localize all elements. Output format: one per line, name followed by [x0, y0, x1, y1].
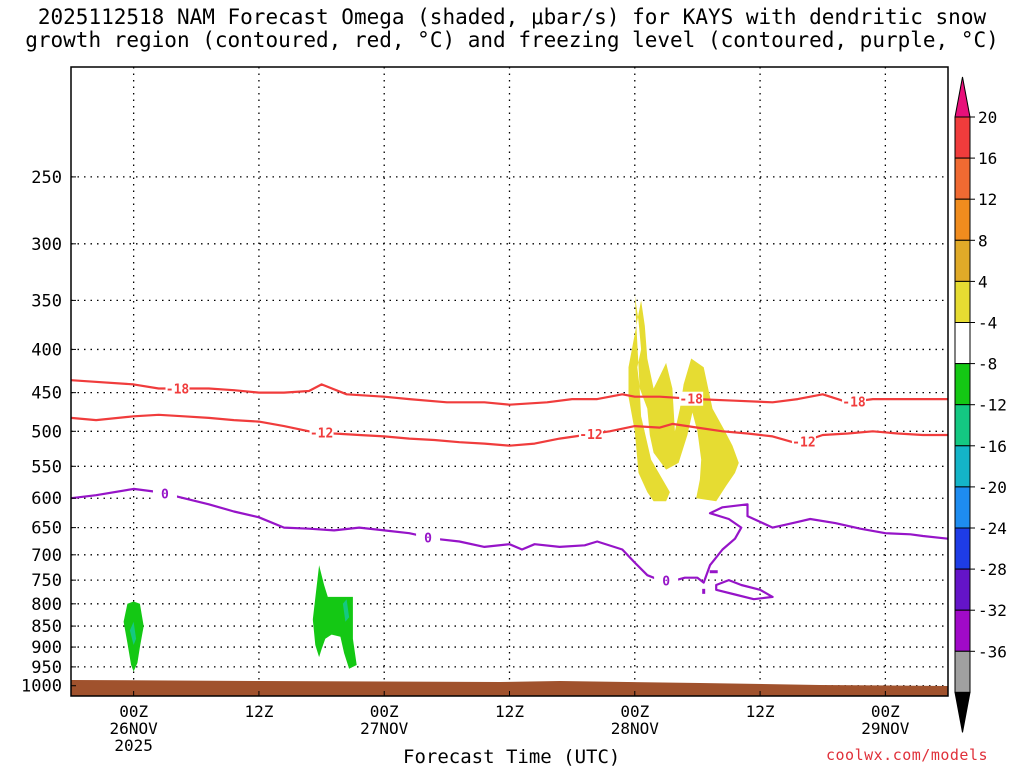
y-tick-label: 950 [31, 658, 62, 678]
contour-label: -18 [679, 393, 703, 408]
y-tick-label: 750 [31, 571, 62, 591]
colorbar-label: -16 [978, 437, 1007, 456]
y-tick-label: 700 [31, 546, 62, 566]
contour-label: -18 [842, 396, 866, 411]
colorbar-label: 4 [978, 272, 988, 291]
contour-label: -12 [310, 426, 333, 441]
omega-region [312, 565, 357, 669]
x-tick-sub1: 26NOV [110, 719, 159, 738]
colorbar-label: -8 [978, 355, 997, 374]
colorbar-bin [954, 445, 971, 488]
contour-lines: -18 -18 -18 -12 -12 -12 0 0 0 [71, 379, 948, 601]
x-tick-label: 00Z [620, 702, 649, 721]
x-tick-label: 00Z [119, 702, 148, 721]
colorbar-label: 16 [978, 149, 997, 168]
y-tick-label: 500 [31, 422, 62, 442]
chart-title-line2: growth region (contoured, red, °C) and f… [25, 28, 999, 52]
y-tick-label: 1000 [21, 677, 62, 697]
colorbar-label: 12 [978, 190, 997, 209]
x-tick-label: 12Z [244, 702, 273, 721]
plot-frame [70, 66, 949, 697]
colorbar-label: 8 [978, 231, 988, 250]
contour-label-bg [791, 434, 816, 449]
contour-label: -12 [579, 428, 602, 443]
colorbar-bin [954, 322, 971, 365]
colorbar: 20 16 12 8 4 -4 -8 -12 -16 -20 -24 -28 -32 -36 [954, 76, 1007, 733]
colorbar-label: 20 [978, 108, 997, 127]
x-tick-label: 12Z [746, 702, 775, 721]
contour-label-bg [578, 427, 603, 442]
y-tick-label: 350 [31, 291, 62, 311]
freezing-level-closed-contour [715, 579, 774, 601]
contour-label-bg [309, 425, 334, 440]
ground-strip [71, 680, 948, 696]
x-axis-label: Forecast Time (UTC) [403, 746, 621, 768]
y-tick-label: 800 [31, 595, 62, 615]
credit-link[interactable]: coolwx.com/models [826, 746, 989, 764]
x-tick-label: 00Z [370, 702, 399, 721]
contour-label: 0 [161, 488, 169, 503]
colorbar-top-arrow [954, 76, 971, 118]
y-tick-label: 400 [31, 340, 62, 360]
y-axis: 2503003504004505005506006507007508008509… [21, 168, 76, 697]
y-tick-label: 250 [31, 168, 62, 188]
colorbar-label: -32 [978, 601, 1007, 620]
contour-label-bg [152, 486, 177, 501]
x-tick-label: 00Z [871, 702, 900, 721]
colorbar-bin [954, 404, 971, 447]
y-tick-label: 900 [31, 638, 62, 658]
contour-label-bg [679, 391, 704, 406]
contour-label-bg [416, 530, 441, 545]
contour-label-bg [654, 573, 679, 588]
contour-label: -18 [166, 383, 190, 398]
colorbar-label: -20 [978, 478, 1007, 497]
colorbar-bin [954, 650, 971, 693]
contour-label: 0 [662, 575, 670, 590]
colorbar-bin [954, 486, 971, 529]
colorbar-bin [954, 527, 971, 570]
y-tick-label: 650 [31, 519, 62, 539]
colorbar-label: -12 [978, 396, 1007, 415]
colorbar-bin [954, 568, 971, 611]
omega-shading [123, 295, 739, 672]
colorbar-bin [954, 363, 971, 406]
chart-title-line1: 2025112518 NAM Forecast Omega (shaded, μ… [37, 5, 987, 29]
contour-label-bg [165, 381, 190, 396]
y-tick-label: 600 [31, 489, 62, 509]
colorbar-label: -28 [978, 560, 1007, 579]
chart-title: 2025112518 NAM Forecast Omega (shaded, μ… [0, 6, 1024, 52]
y-tick-label: 300 [31, 235, 62, 255]
colorbar-bottom-arrow [954, 691, 971, 733]
x-tick-label: 12Z [495, 702, 524, 721]
omega-region-strong [342, 599, 350, 622]
freezing-level-line [71, 487, 948, 584]
y-tick-label: 450 [31, 384, 62, 404]
y-tick-label: 550 [31, 457, 62, 477]
colorbar-bin [954, 198, 971, 241]
colorbar-label: -24 [978, 519, 1007, 538]
contour-label-bg [842, 394, 867, 409]
colorbar-bin [954, 239, 971, 282]
x-tick-sub1: 29NOV [861, 719, 910, 738]
contour-label: 0 [424, 531, 432, 546]
isotherm-line [71, 379, 948, 406]
colorbar-bin [954, 609, 971, 652]
colorbar-bin [954, 116, 971, 159]
omega-region-strong [129, 621, 137, 645]
grid-lines [71, 67, 948, 696]
x-tick-sub1: 28NOV [611, 719, 660, 738]
y-tick-label: 850 [31, 617, 62, 637]
ground-surface [71, 680, 948, 696]
colorbar-label: -4 [978, 314, 997, 333]
colorbar-bin [954, 157, 971, 200]
colorbar-bin [954, 280, 971, 323]
colorbar-label: -36 [978, 642, 1007, 661]
x-tick-sub2: 2025 [114, 736, 153, 755]
contour-label: -12 [792, 435, 815, 450]
x-tick-sub1: 27NOV [360, 719, 409, 738]
